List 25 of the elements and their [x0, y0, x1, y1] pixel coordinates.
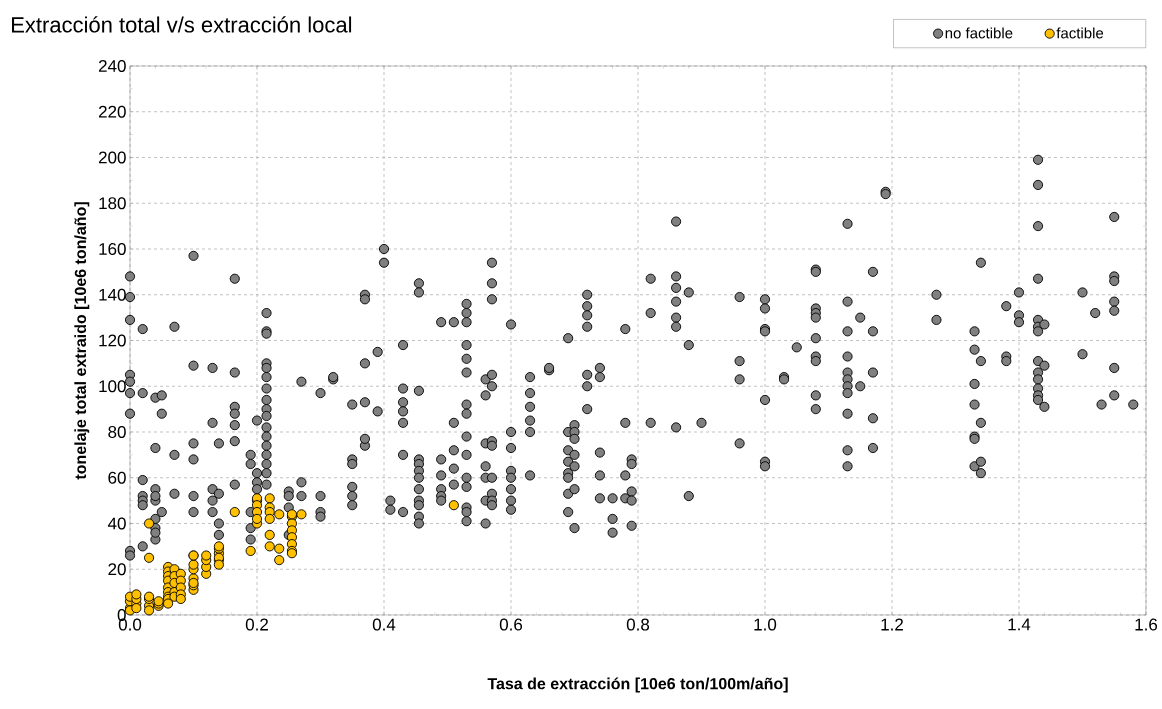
x-tick-label: 0.6 — [499, 618, 523, 631]
y-tick-label: 160 — [99, 242, 126, 256]
x-tick-label: 1.0 — [754, 618, 777, 631]
x-tick-label: 1.6 — [1135, 618, 1158, 631]
x-tick-label: 1.4 — [1008, 618, 1031, 631]
x-tick-label: 0.8 — [626, 618, 650, 631]
legend-label: no factible — [945, 27, 1013, 39]
x-tick-label: 0.2 — [245, 618, 268, 631]
x-tick-label: 0.4 — [372, 618, 396, 631]
y-tick-label: 200 — [98, 151, 126, 164]
y-tick-label: 180 — [99, 197, 126, 210]
y-tick-label: 40 — [107, 517, 126, 530]
y-tick-label: 100 — [99, 380, 126, 393]
x-axis-title: Tasa de extracción [10e6 ton/100m/año] — [487, 677, 788, 693]
y-tick-label: 220 — [98, 105, 126, 118]
y-tick-label: 20 — [108, 563, 126, 576]
y-tick-label: 60 — [108, 471, 126, 484]
y-tick-label: 120 — [99, 334, 126, 347]
legend-label: factible — [1056, 27, 1104, 39]
y-tick-label: 140 — [99, 288, 126, 301]
y-axis-title: tonelaje total extraido [10e6 ton/año] — [74, 202, 90, 480]
chart-title: Extracción total v/s extracción local — [12, 16, 352, 33]
y-tick-label: 240 — [98, 59, 126, 73]
y-tick-label: 80 — [108, 425, 126, 439]
x-tick-label: 1.2 — [881, 618, 903, 631]
